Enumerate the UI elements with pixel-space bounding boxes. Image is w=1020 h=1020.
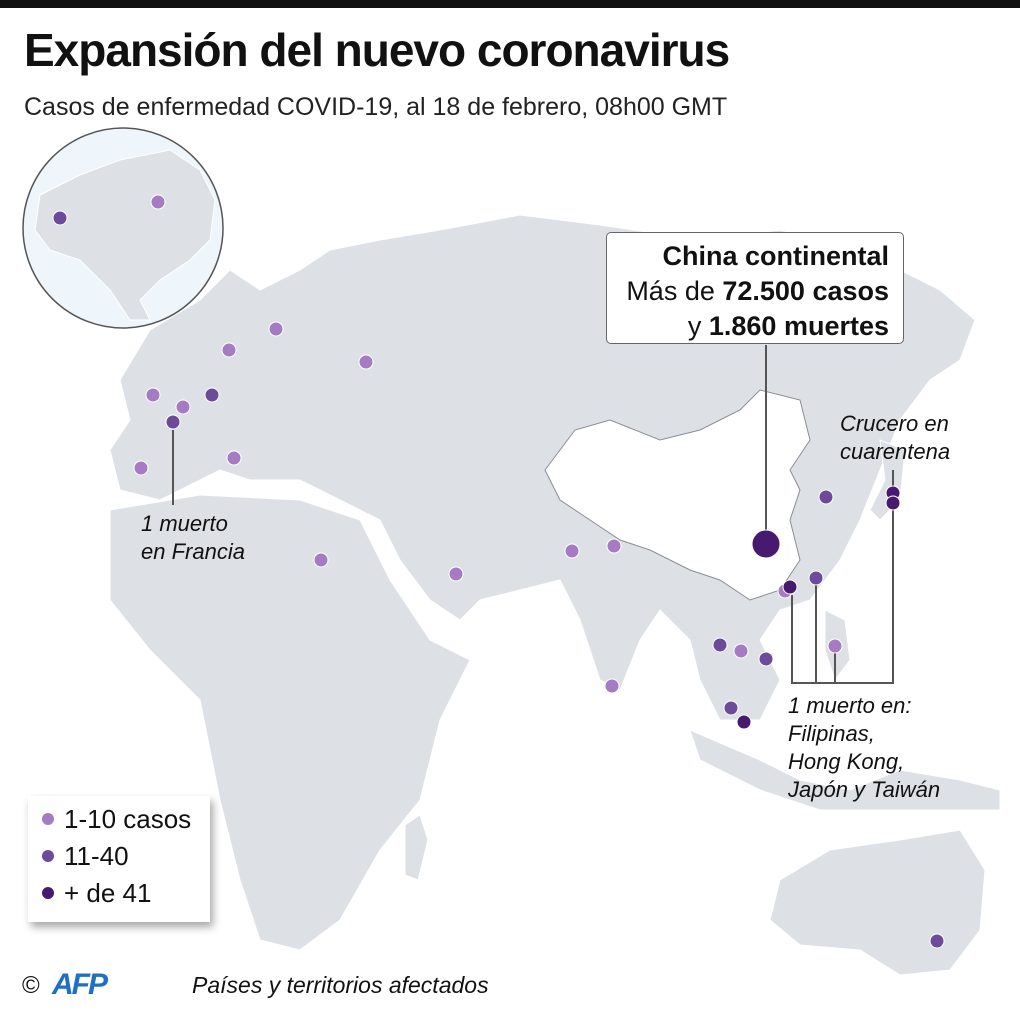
asia-leader-bracket <box>791 510 894 684</box>
dot-icon <box>42 813 54 825</box>
callout-cases: 72.500 casos <box>722 276 889 306</box>
callout-deaths: 1.860 muertes <box>708 311 889 341</box>
asia-deaths-annotation: 1 muerto en: Filipinas, Hong Kong, Japón… <box>788 693 941 802</box>
case-point-finlandia <box>268 321 284 337</box>
case-point-corea-del-sur <box>818 489 834 505</box>
page-subtitle: Casos de enfermedad COVID-19, al 18 de f… <box>24 93 728 121</box>
cruise-annotation: Crucero en cuarentena <box>840 411 951 464</box>
case-point-rusia <box>358 354 374 370</box>
case-point-alemania <box>204 387 220 403</box>
legend-item-high: + de 41 <box>42 878 151 908</box>
case-point-vietnam <box>758 651 774 667</box>
china-callout: China continental Más de 72.500 casos y … <box>606 232 904 344</box>
china-region <box>544 389 811 601</box>
case-points <box>52 194 945 949</box>
africa-landmass <box>109 494 471 951</box>
legend-item-low: 1-10 casos <box>42 804 191 834</box>
case-point-canadá <box>150 194 166 210</box>
case-point-italia <box>226 450 242 466</box>
footer-note: Países y territorios afectados <box>192 972 489 998</box>
case-point-suecia <box>221 342 237 358</box>
leader-lines <box>172 345 894 684</box>
page-title: Expansión del nuevo coronavirus <box>24 24 730 76</box>
case-point-crucero <box>885 495 901 511</box>
case-point-francia <box>165 414 181 430</box>
case-point-filipinas <box>827 638 843 654</box>
case-point-sri-lanka <box>604 678 620 694</box>
north-america-landmass <box>34 149 216 321</box>
case-point-australia <box>929 933 945 949</box>
case-point-tailandia <box>712 637 728 653</box>
afp-logo: AFP <box>52 968 108 1001</box>
indonesia <box>689 729 1001 811</box>
case-point-china-continental <box>751 529 781 559</box>
australia <box>769 829 986 976</box>
callout-title: China continental <box>662 241 889 271</box>
case-point-estados-unidos <box>52 210 68 226</box>
legend: 1-10 casos 11-40 + de 41 <box>28 796 210 922</box>
dot-icon <box>42 887 54 899</box>
case-point-hong-kong <box>782 579 798 595</box>
madagascar <box>404 814 429 881</box>
case-point-reino-unido <box>145 387 161 403</box>
top-bar <box>0 0 1020 8</box>
case-point-bélgica <box>175 399 191 415</box>
copyright-symbol: © <box>22 972 40 999</box>
legend-item-mid: 11-40 <box>42 841 129 871</box>
case-point-india <box>564 543 580 559</box>
case-point-emiratos-árabes-unidos <box>448 566 464 582</box>
dot-icon <box>42 850 54 862</box>
case-point-singapur <box>736 714 752 730</box>
case-point-malasia <box>723 700 739 716</box>
case-point-camboya <box>733 643 749 659</box>
case-point-egipto <box>313 552 329 568</box>
case-point-nepal <box>606 538 622 554</box>
france-annotation: 1 muerto en Francia <box>141 511 245 564</box>
north-america-inset <box>22 127 224 329</box>
case-point-españa <box>133 460 149 476</box>
case-point-taiwán <box>808 570 824 586</box>
